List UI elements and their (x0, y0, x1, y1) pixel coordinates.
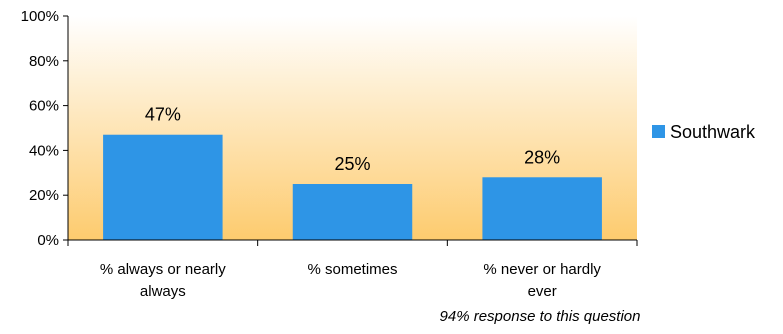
y-tick-label: 0% (37, 232, 59, 249)
legend-swatch (652, 125, 665, 138)
legend: Southwark (652, 122, 756, 142)
bar-value-label: 47% (145, 105, 181, 125)
axes-group (63, 15, 638, 246)
legend-label: Southwark (670, 122, 756, 142)
bar-value-label: 25% (334, 154, 370, 174)
response-annotation: 94% response to this question (440, 308, 641, 325)
labels-group: 47% 25% 28% 0% 20% 40% 60% 80% 100% % always or n… (21, 8, 602, 300)
bar-value-label: 28% (524, 147, 560, 167)
y-tick-label: 40% (29, 142, 59, 159)
bars-group (103, 134, 602, 240)
y-tick-label: 20% (29, 187, 59, 204)
x-category-label: % sometimes (307, 261, 397, 278)
x-category-label: % never or hardly ever (483, 261, 601, 300)
bar-1 (103, 134, 223, 240)
bar-3 (482, 177, 602, 240)
bar-2 (292, 184, 413, 240)
y-tick-label: 60% (29, 98, 59, 115)
y-tick-label: 100% (21, 8, 59, 25)
y-tick-label: 80% (29, 53, 59, 70)
x-category-label: % always or nearly always (100, 261, 226, 300)
